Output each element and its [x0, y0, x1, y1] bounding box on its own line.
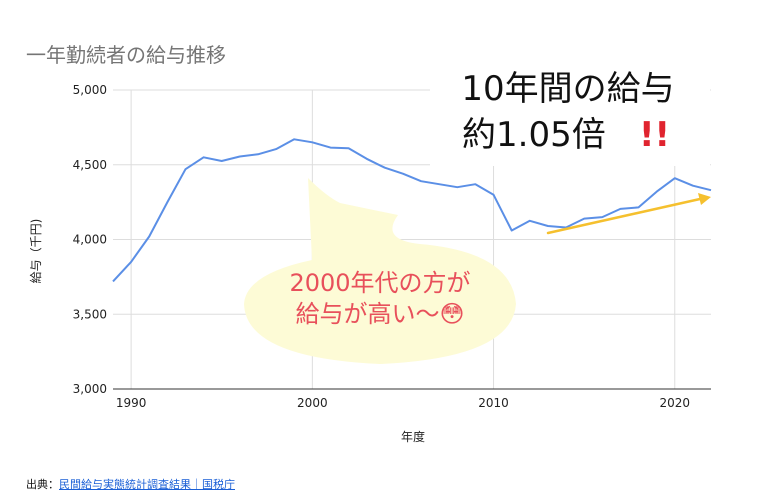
y-tick-label: 3,000	[73, 382, 107, 396]
x-tick-label: 2020	[659, 396, 690, 410]
y-tick-label: 4,500	[73, 158, 107, 172]
axis-layer: 3,000 3,500 4,000 4,500 5,000 1990 2000 2010 202…	[73, 83, 711, 410]
source-link[interactable]: 民間給与実態統計調査結果｜国税庁	[59, 478, 235, 491]
headline-line-2: 約1.05倍	[462, 115, 606, 155]
bubble-line-1: 2000年代の方が	[289, 269, 470, 297]
series-line	[112, 138, 712, 283]
trend-arrow	[546, 193, 711, 235]
source-note: 出典：民間給与実態統計調査結果｜国税庁	[26, 476, 235, 492]
speech-bubble: 2000年代の方が 給与が高い〜😳	[244, 178, 516, 364]
x-tick-label: 2000	[297, 396, 328, 410]
y-tick-label: 5,000	[73, 83, 107, 97]
series-layer	[112, 138, 712, 283]
double-exclamation-icon: !!	[639, 115, 670, 155]
x-axis-title: 年度	[401, 429, 425, 444]
y-tick-label: 4,000	[73, 233, 107, 247]
y-tick-label: 3,500	[73, 307, 107, 321]
bubble-line-2: 給与が高い〜😳	[295, 300, 464, 328]
headline-line-1: 10年間の給与	[461, 69, 674, 109]
headline-annotation: 10年間の給与 約1.05倍 !!	[430, 62, 710, 166]
x-tick-label: 1990	[116, 396, 147, 410]
y-axis-title: 給与（千円)	[29, 219, 43, 284]
x-tick-label: 2010	[478, 396, 509, 410]
chart-title: 一年勤続者の給与推移	[26, 43, 226, 67]
source-label: 出典：	[26, 478, 59, 491]
headline-backdrop	[430, 62, 710, 166]
